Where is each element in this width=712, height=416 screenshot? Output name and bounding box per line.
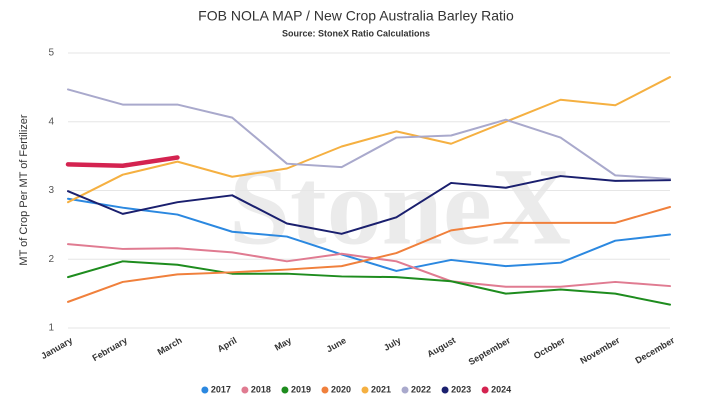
- legend-label: 2017: [211, 384, 231, 394]
- series-line: [65, 155, 180, 168]
- y-tick-label: 5: [48, 48, 54, 59]
- y-tick-label: 2: [48, 254, 54, 265]
- y-tick-label: 1: [48, 323, 54, 334]
- chart-title: FOB NOLA MAP / New Crop Australia Barley…: [198, 8, 514, 24]
- chart-subtitle: Source: StoneX Ratio Calculations: [282, 28, 430, 38]
- legend-swatch: [241, 386, 249, 394]
- legend-label: 2019: [291, 384, 311, 394]
- y-axis-label: MT of Crop Per MT of Fertilizer: [18, 114, 30, 266]
- legend-label: 2024: [491, 384, 511, 394]
- x-tick-label: October: [532, 335, 567, 361]
- legend-label: 2018: [251, 384, 271, 394]
- series-line: [67, 206, 671, 303]
- series-line: [67, 197, 671, 272]
- x-tick-label: February: [91, 335, 129, 363]
- legend-label: 2022: [411, 384, 431, 394]
- series-line: [67, 243, 671, 288]
- legend-swatch: [361, 386, 369, 394]
- series-line: [67, 76, 671, 204]
- series-line: [67, 88, 671, 180]
- y-tick-label: 4: [48, 116, 54, 127]
- x-tick-label: March: [156, 335, 184, 357]
- x-tick-label: August: [425, 335, 457, 359]
- x-tick-label: May: [273, 335, 293, 352]
- x-tick-label: November: [578, 335, 622, 366]
- legend-swatch: [441, 386, 449, 394]
- legend-swatch: [281, 386, 289, 394]
- x-tick-label: July: [382, 335, 403, 353]
- legend-label: 2023: [451, 384, 471, 394]
- legend-label: 2021: [371, 384, 391, 394]
- legend: 2017 2018 2019 2020 2021 2022 2023 2024: [201, 384, 511, 394]
- legend-swatch: [401, 386, 409, 394]
- legend-label: 2020: [331, 384, 351, 394]
- legend-swatch: [481, 386, 489, 394]
- series-line: [67, 260, 671, 306]
- legend-swatch: [201, 386, 209, 394]
- legend-swatch: [321, 386, 329, 394]
- x-tick-label: September: [467, 335, 513, 367]
- y-tick-label: 3: [48, 185, 54, 196]
- series-line: [67, 175, 671, 235]
- watermark: StoneX: [229, 145, 571, 267]
- x-tick-label: April: [216, 335, 239, 354]
- x-tick-label: December: [633, 335, 676, 366]
- x-tick-label: June: [325, 335, 348, 354]
- x-tick-label: January: [39, 335, 74, 361]
